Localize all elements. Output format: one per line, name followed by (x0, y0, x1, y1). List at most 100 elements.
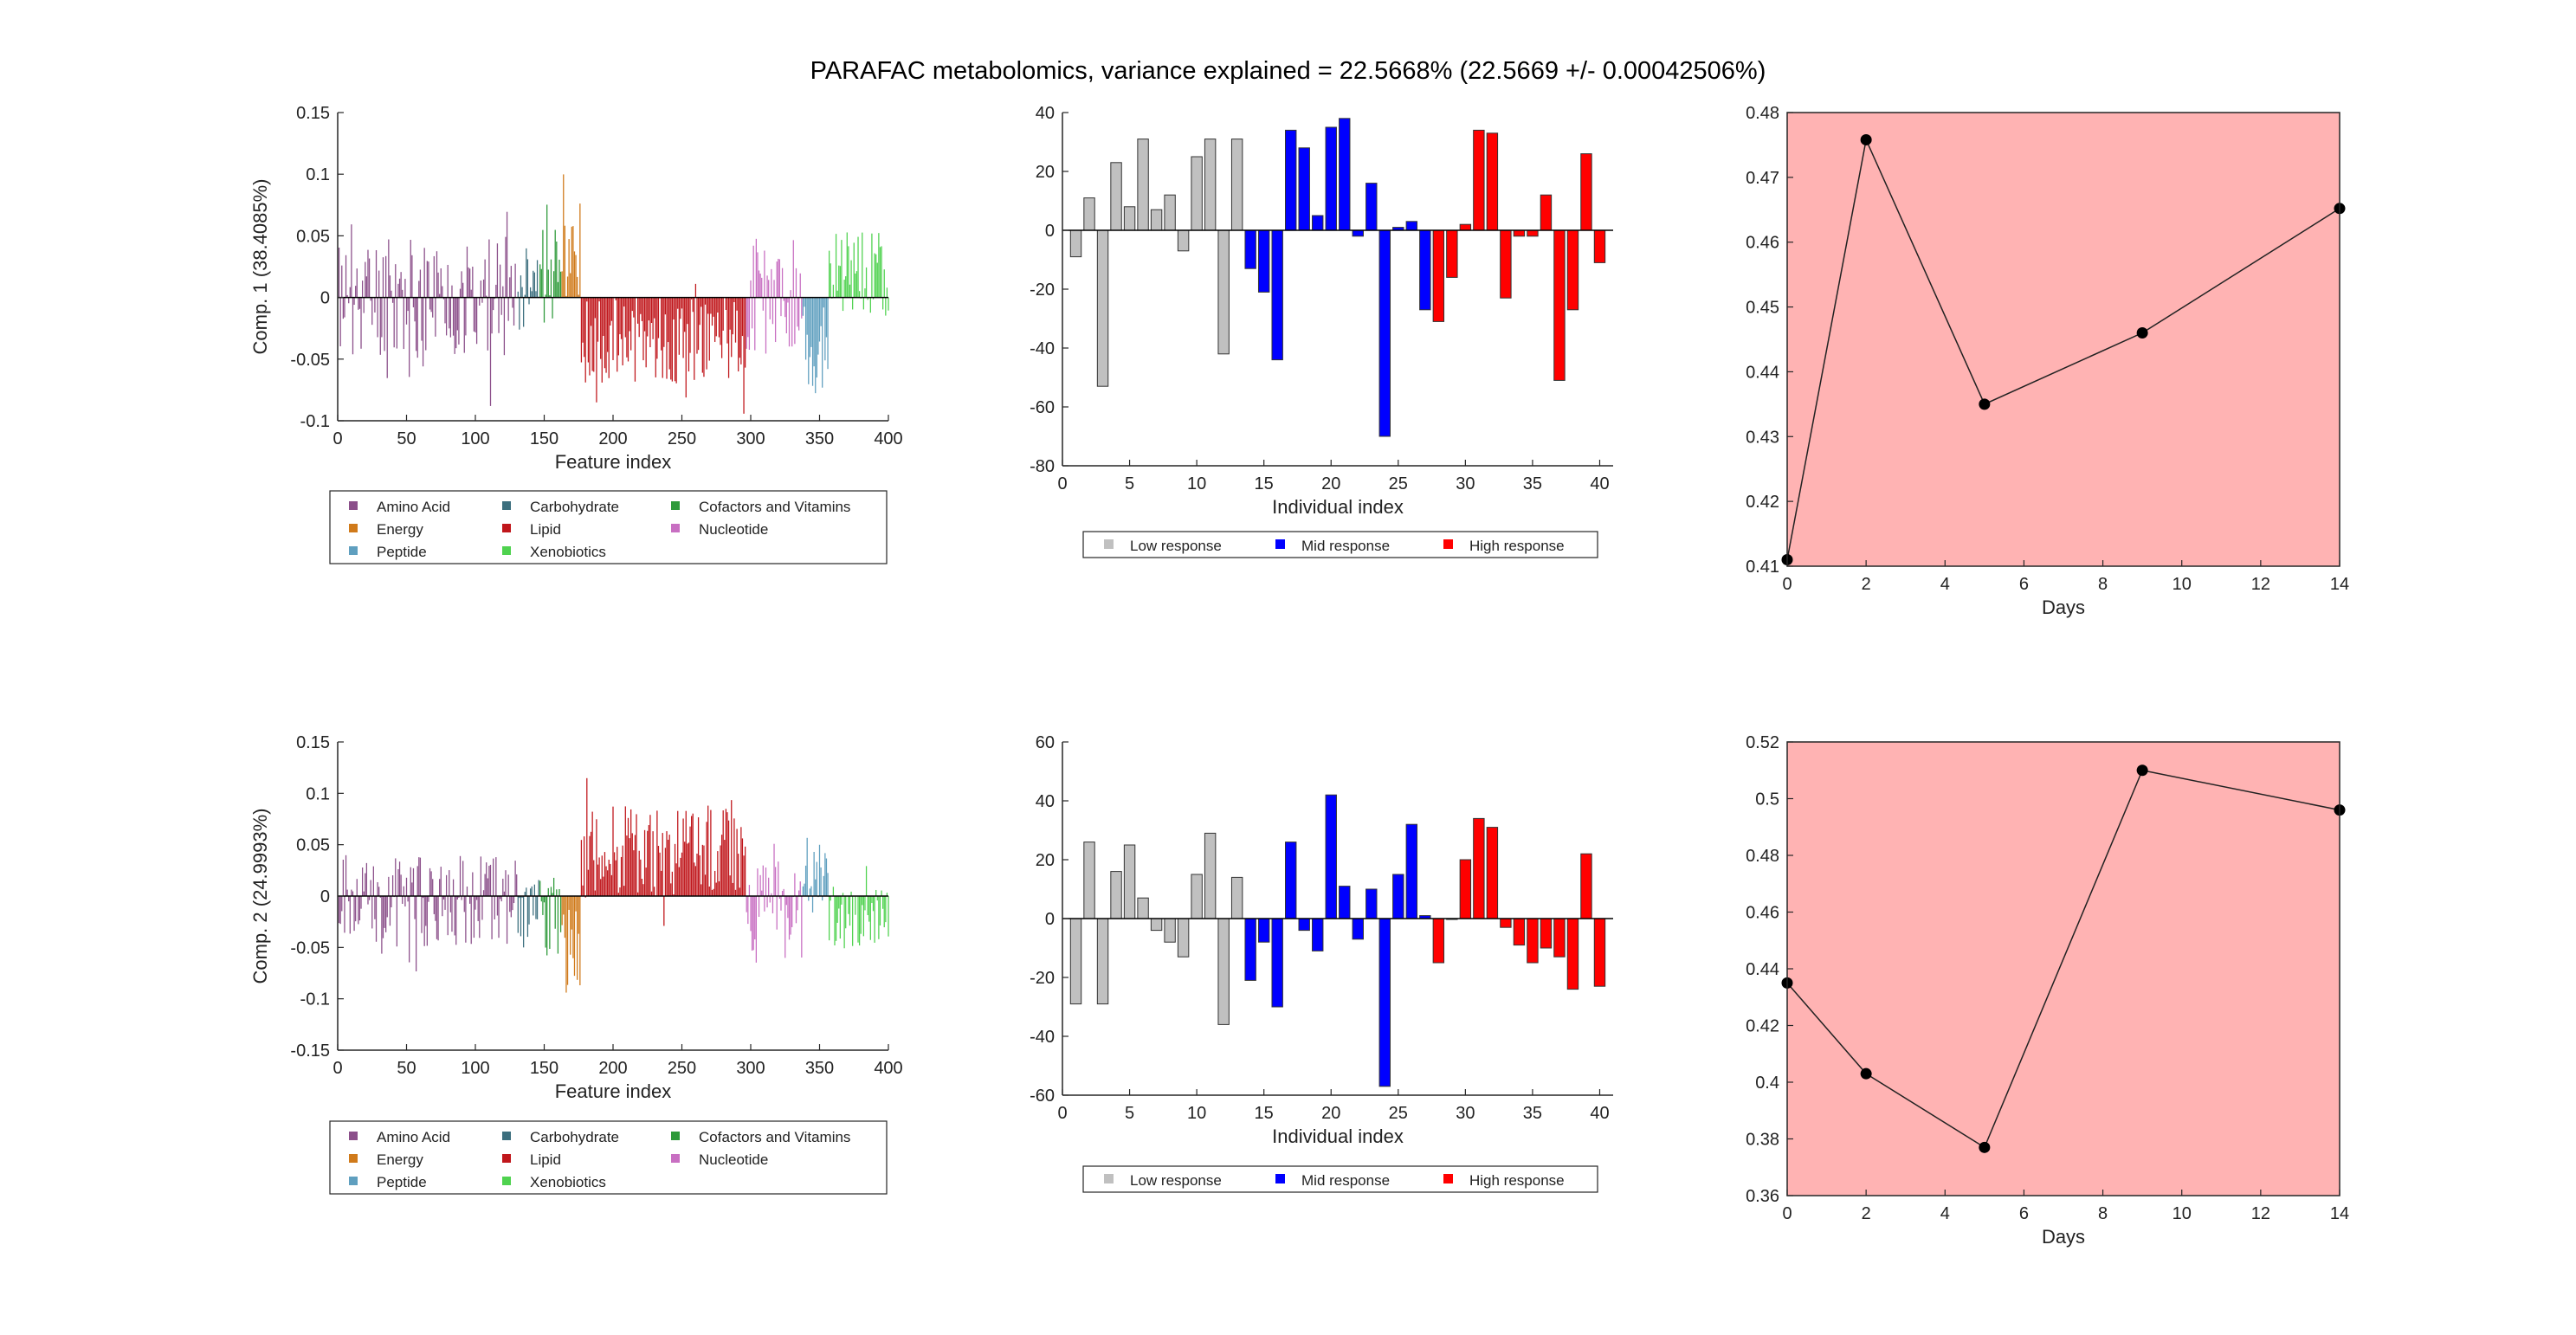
feature-bar (559, 271, 562, 298)
feature-bar (768, 280, 770, 298)
feature-bar (605, 866, 607, 896)
feature-bar (405, 297, 408, 325)
feature-bar (352, 297, 354, 355)
feature-bar (860, 896, 862, 934)
feature-bar (502, 286, 504, 298)
feature-bar (850, 891, 852, 896)
feature-bar (437, 272, 439, 298)
legend-label: Low response (1130, 1172, 1222, 1189)
feature-bar (643, 829, 646, 896)
feature-bar (696, 297, 698, 354)
feature-bar (801, 297, 803, 319)
feature-bar (433, 255, 435, 298)
feature-bar (523, 297, 525, 327)
legend-label: High response (1469, 538, 1565, 554)
feature-bar (607, 870, 609, 896)
feature-bar (631, 297, 633, 312)
feature-bar (680, 857, 681, 896)
x-tick-label: 30 (1456, 1104, 1475, 1123)
feature-bar (624, 297, 626, 338)
y-tick-label: -40 (1030, 339, 1055, 358)
feature-bar (762, 297, 764, 311)
y-tick-label: 0.44 (1746, 960, 1779, 979)
individual-bar (1191, 874, 1203, 919)
feature-bar (769, 297, 771, 319)
legend-swatch (671, 524, 680, 532)
feature-bar (493, 858, 494, 896)
feature-bar (771, 893, 772, 896)
individual-bar (1540, 194, 1553, 231)
feature-bar (573, 896, 576, 977)
feature-bar (586, 297, 588, 302)
y-tick-label: -60 (1030, 398, 1055, 417)
feature-bar (579, 203, 581, 298)
individual-bar (1486, 827, 1499, 919)
x-tick-label: 35 (1523, 1104, 1542, 1123)
feature-bar (765, 867, 767, 896)
feature-bar (836, 896, 838, 923)
feature-bar (536, 896, 539, 919)
legend-swatch (671, 1154, 680, 1163)
feature-bar (871, 233, 873, 298)
feature-bar (670, 297, 672, 380)
feature-bar (374, 297, 376, 313)
y-tick-label: 0 (1045, 910, 1055, 929)
feature-bar (466, 246, 468, 298)
y-tick-label: 40 (1036, 792, 1055, 811)
feature-bar (729, 875, 731, 896)
feature-bar (736, 297, 738, 311)
plot-background (1787, 113, 2340, 566)
legend-label: Carbohydrate (530, 499, 619, 515)
feature-bar (762, 865, 764, 896)
legend-label: Low response (1130, 538, 1222, 554)
legend-swatch (349, 1154, 358, 1163)
feature-bar (356, 879, 358, 896)
feature-bar (596, 819, 597, 896)
individual-bar (1553, 229, 1566, 381)
feature-bar (738, 297, 739, 372)
x-tick-label: 12 (2251, 575, 2270, 594)
feature-bar (663, 896, 665, 926)
individual-bar (1137, 897, 1149, 919)
feature-bar (664, 848, 667, 896)
feature-bar (685, 810, 687, 896)
legend-swatch (349, 524, 358, 532)
legend-swatch (1275, 1174, 1285, 1183)
x-tick-label: 150 (530, 1059, 558, 1078)
feature-bar (505, 870, 507, 896)
feature-bar (584, 896, 586, 898)
feature-bar (858, 896, 861, 946)
feature-bar (752, 896, 754, 951)
individual-bar (1083, 842, 1095, 919)
x-tick-label: 8 (2098, 1204, 2108, 1223)
feature-bar (414, 896, 416, 919)
individual-bar (1378, 918, 1391, 1087)
y-tick-label: 0.48 (1746, 847, 1779, 866)
feature-bar (496, 243, 499, 298)
individual-bar (1244, 229, 1256, 269)
feature-bar (846, 232, 848, 298)
feature-bar (850, 260, 852, 298)
feature-bar (425, 896, 427, 926)
feature-bar (720, 835, 723, 896)
feature-bar (810, 297, 812, 347)
x-axis-label: Feature index (555, 1080, 672, 1102)
individual-bar (1298, 147, 1310, 231)
feature-bar (694, 283, 697, 298)
feature-bar (787, 896, 789, 919)
feature-bar (371, 896, 373, 929)
legend-label: High response (1469, 1172, 1565, 1189)
feature-bar (849, 284, 851, 298)
plot-background (1787, 742, 2340, 1196)
feature-bar (694, 866, 697, 896)
feature-bar (393, 297, 395, 348)
feature-bar (736, 829, 738, 896)
feature-bar (811, 896, 814, 913)
feature-bar (714, 297, 716, 342)
feature-bar (711, 889, 713, 896)
feature-bar (540, 896, 542, 902)
feature-bar (652, 297, 654, 339)
feature-bar (780, 297, 782, 317)
feature-bar (865, 866, 868, 896)
feature-bar (661, 870, 662, 896)
